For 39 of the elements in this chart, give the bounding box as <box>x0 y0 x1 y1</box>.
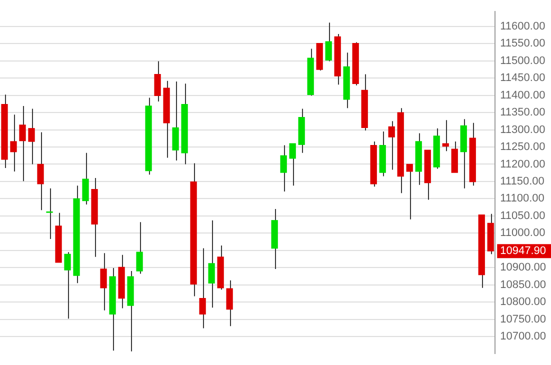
candlestick <box>208 220 215 308</box>
y-tick-label: 11450.00 <box>500 72 546 84</box>
candlestick <box>289 143 296 186</box>
text: 10947.90 <box>500 245 546 258</box>
y-tick-label: 11100.00 <box>500 192 544 205</box>
candlestick <box>136 222 143 274</box>
candlestick <box>154 60 161 102</box>
y-tick-label: 11600.00 <box>500 20 546 32</box>
candlestick <box>325 22 332 62</box>
candlestick <box>199 248 206 329</box>
candlestick <box>406 164 413 220</box>
y-tick-label: 10900.00 <box>500 262 546 274</box>
candlestick <box>442 120 449 152</box>
y-tick-label: 10700.00 <box>500 330 546 343</box>
candlestick <box>280 144 287 192</box>
y-tick-label: 11250.00 <box>500 141 546 154</box>
candlestick <box>19 106 26 182</box>
y-tick-label: 11150.00 <box>500 176 544 188</box>
y-tick-label: 11050.00 <box>500 210 546 222</box>
candlestick <box>226 280 233 327</box>
candlestick <box>100 252 107 311</box>
candlestick <box>64 252 71 320</box>
y-tick-label: 11550.00 <box>500 38 546 50</box>
y-tick-label: 11350.00 <box>500 106 546 119</box>
y-tick-label: 11300.00 <box>500 124 546 136</box>
y-tick-label: 11200.00 <box>500 158 546 170</box>
candlestick <box>37 132 44 211</box>
candlestick <box>10 114 17 172</box>
candlestick <box>28 108 35 165</box>
y-tick-label: 10750.00 <box>500 313 546 326</box>
y-tick-label: 11000.00 <box>500 227 546 240</box>
y-tick-label: 10850.00 <box>500 278 546 291</box>
candlestick <box>388 120 395 170</box>
y-tick-label: 10800.00 <box>500 296 546 308</box>
candlestick <box>172 81 179 161</box>
y-tick-label: 11400.00 <box>500 89 546 102</box>
candlestick <box>82 152 89 206</box>
candlestick <box>46 188 53 240</box>
y-tick-label: 11500.00 <box>500 54 546 67</box>
